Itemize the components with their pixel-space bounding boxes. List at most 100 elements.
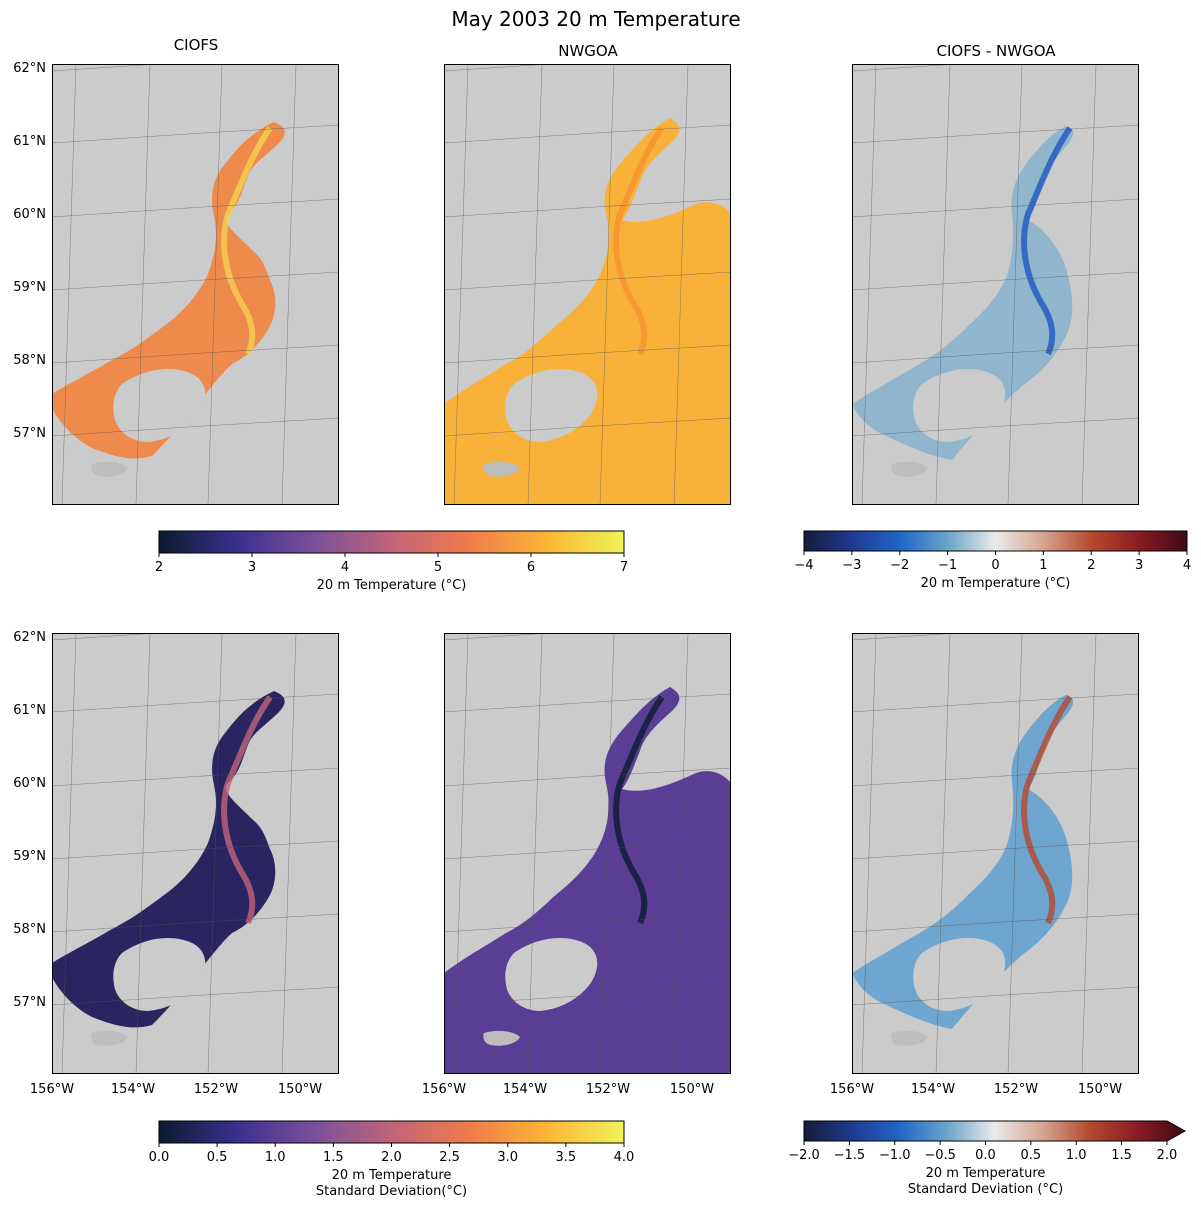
colorbar-tick-label: 2.0 <box>381 1150 402 1165</box>
longitude-tick-labels: 156°W 154°W 152°W 150°W 156°W 154°W 152°W 150°W… <box>30 1082 1122 1097</box>
ocean-field <box>52 122 285 459</box>
axes-frame <box>852 64 1139 505</box>
colorbar-standard-deviation: 0.0 0.5 1.0 1.5 2.0 2.5 3.0 3.5 4.0 20 m Temperat… <box>149 1120 634 1199</box>
colorbar-tick-label: 1.0 <box>265 1150 286 1165</box>
axes-frame <box>444 64 731 505</box>
lat-tick-label: 59°N <box>13 280 46 295</box>
island <box>483 461 520 477</box>
axes-frame <box>52 633 339 1074</box>
lat-tick-label: 61°N <box>13 703 46 718</box>
lon-tick-label: 152°W <box>194 1082 238 1097</box>
axes-frame <box>852 633 1139 1074</box>
colorbar-tick-label: 2.5 <box>439 1150 460 1165</box>
graticule <box>52 633 339 1074</box>
colorbar-tick-label: 4 <box>1183 558 1191 573</box>
lon-tick-label: 152°W <box>994 1082 1038 1097</box>
figure-title: May 2003 20 m Temperature <box>451 7 740 31</box>
map-panel-diff-mean <box>852 64 1139 505</box>
kodiak-island <box>913 369 1006 442</box>
inlet-channel <box>221 695 273 925</box>
inlet-channel <box>613 126 665 356</box>
colorbar-tick-label: 3 <box>248 560 256 575</box>
colorbar-label: Standard Deviation (°C) <box>908 1182 1063 1197</box>
inlet-channel <box>221 126 273 356</box>
lat-tick-label: 57°N <box>13 995 46 1010</box>
map-panel-nwgoa-mean <box>444 64 731 505</box>
lon-tick-label: 156°W <box>422 1082 466 1097</box>
lon-tick-label: 156°W <box>30 1082 74 1097</box>
colorbar-ramp <box>158 1120 625 1144</box>
axes-frame <box>444 633 731 1074</box>
colorbar-tick-label: 3 <box>1135 558 1143 573</box>
colorbar-tick-label: 1.5 <box>323 1150 344 1165</box>
ocean-field <box>852 695 1074 1029</box>
lat-tick-label: 62°N <box>13 630 46 645</box>
latitude-tick-labels: 62°N 61°N 60°N 59°N 58°N 57°N 62°N 61°N 60°N 59°N… <box>13 61 46 1010</box>
colorbar-tick-label: 0 <box>991 558 999 573</box>
lon-tick-label: 154°W <box>111 1082 155 1097</box>
lon-tick-label: 154°W <box>911 1082 955 1097</box>
colorbar-temperature: 2 3 4 5 6 7 20 m Temperature (°C) <box>155 530 628 593</box>
ocean-field <box>852 126 1074 460</box>
lon-tick-label: 154°W <box>503 1082 547 1097</box>
colorbar-tick-label: 0.0 <box>975 1148 996 1163</box>
colorbar-ramp <box>803 1120 1187 1142</box>
colorbar-tick-label: 3.0 <box>497 1150 518 1165</box>
colorbar-label: 20 m Temperature (°C) <box>921 576 1071 591</box>
colorbar-tick-label: −3 <box>842 558 861 573</box>
graticule <box>852 633 1139 1074</box>
kodiak-island <box>505 938 598 1011</box>
colorbar-tick-label: 1 <box>1039 558 1047 573</box>
colorbar-tick-label: 2 <box>155 560 163 575</box>
colorbar-tick-label: −4 <box>794 558 813 573</box>
map-panel-ciofs-std <box>52 633 339 1074</box>
island <box>891 461 928 477</box>
lat-tick-label: 57°N <box>13 426 46 441</box>
graticule <box>444 633 731 1074</box>
lon-tick-label: 150°W <box>670 1082 714 1097</box>
column-title-nwgoa: NWGOA <box>558 42 618 60</box>
colorbar-label: 20 m Temperature <box>926 1166 1046 1181</box>
colorbar-tick-label: 6 <box>527 560 535 575</box>
inlet-channel <box>613 695 665 925</box>
kodiak-island <box>113 938 206 1011</box>
colorbars: 2 3 4 5 6 7 20 m Temperature (°C) −4 −3 −2 −1 0 1 2 3 4… <box>149 530 1191 1199</box>
colorbar-tick-label: −0.5 <box>924 1148 956 1163</box>
lat-tick-label: 60°N <box>13 207 46 222</box>
ocean-field <box>52 691 285 1028</box>
colorbar-tick-label: 3.5 <box>556 1150 577 1165</box>
graticule <box>52 64 339 505</box>
colorbar-ramp <box>158 530 625 554</box>
map-panel-diff-std <box>852 633 1139 1074</box>
map-panel-ciofs-mean <box>52 64 339 505</box>
colorbar-tick-label: −2 <box>890 558 909 573</box>
colorbar-label: 20 m Temperature <box>332 1168 452 1183</box>
colorbar-tick-label: 1.0 <box>1066 1148 1087 1163</box>
lat-tick-label: 61°N <box>13 134 46 149</box>
colorbar-tick-label: −2.0 <box>788 1148 820 1163</box>
lat-tick-label: 58°N <box>13 922 46 937</box>
colorbar-tick-label: 7 <box>620 560 628 575</box>
lon-tick-label: 150°W <box>1078 1082 1122 1097</box>
colorbar-tick-label: 5 <box>434 560 442 575</box>
kodiak-island <box>913 938 1006 1011</box>
colorbar-tick-label: 0.5 <box>207 1150 228 1165</box>
map-panel-nwgoa-std <box>444 633 731 1074</box>
colorbar-tick-label: 0.5 <box>1021 1148 1042 1163</box>
colorbar-label: 20 m Temperature (°C) <box>317 578 467 593</box>
colorbar-tick-label: −1.5 <box>834 1148 866 1163</box>
kodiak-island <box>505 369 598 442</box>
lat-tick-label: 59°N <box>13 849 46 864</box>
colorbar-tick-label: −1 <box>938 558 957 573</box>
island <box>91 461 128 477</box>
lon-tick-label: 150°W <box>278 1082 322 1097</box>
column-title-difference: CIOFS - NWGOA <box>936 42 1056 60</box>
colorbar-standard-deviation-difference: −2.0 −1.5 −1.0 −0.5 0.0 0.5 1.0 1.5 2.0 20 m Temp… <box>788 1120 1187 1197</box>
kodiak-island <box>113 369 206 442</box>
lat-tick-label: 60°N <box>13 776 46 791</box>
colorbar-ramp <box>803 530 1188 552</box>
lat-tick-label: 62°N <box>13 61 46 76</box>
graticule <box>444 64 731 505</box>
colorbar-temperature-difference: −4 −3 −2 −1 0 1 2 3 4 20 m Temperature (°C) <box>794 530 1191 591</box>
